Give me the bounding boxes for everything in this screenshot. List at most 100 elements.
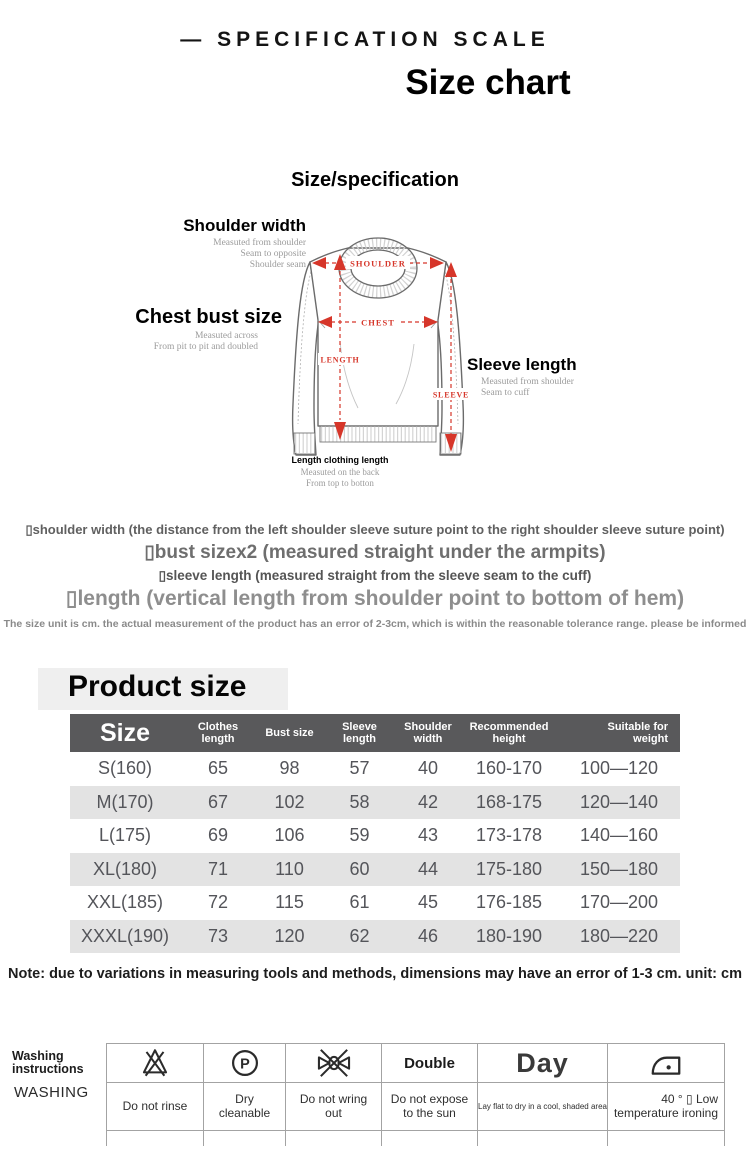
- spec-scale-heading: — SPECIFICATION SCALE: [180, 28, 550, 51]
- cell: 176-185: [475, 892, 543, 913]
- cell: 69: [207, 825, 229, 846]
- shoulder-width-label: Shoulder width Measuted from shoulder Se…: [150, 216, 306, 271]
- chest-red-label: CHEST: [361, 318, 395, 328]
- cell: 173-178: [475, 825, 543, 846]
- cell: 58: [349, 791, 370, 812]
- sweater-measurement-diagram: SHOULDER CHEST LENGTH SLEEVE: [291, 237, 473, 456]
- cell: 61: [349, 892, 370, 913]
- left-cuff: [293, 432, 316, 455]
- cell: 140—160: [579, 825, 659, 846]
- chest-arrow-right: [424, 316, 438, 328]
- cell: 42: [417, 791, 439, 812]
- hem-band: [319, 425, 437, 443]
- shoulder-width-title: Shoulder width: [183, 216, 306, 235]
- table-row: M(170) 67 102 58 42 168-175 120—140: [70, 785, 680, 819]
- sleeve-arrow-top: [445, 262, 457, 277]
- sleeve-length-subtext: Measuted from shoulder Seam to cuff: [481, 377, 574, 398]
- measurement-labels: SHOULDER CHEST LENGTH SLEEVE: [318, 256, 473, 400]
- washing-table: P Double Day Do not rinse Dry cleanable …: [106, 1043, 725, 1146]
- stub: [285, 1131, 381, 1146]
- cell: 67: [207, 791, 229, 812]
- cell: 43: [417, 825, 439, 846]
- cell: 65: [207, 758, 229, 779]
- cell: 180-190: [475, 925, 543, 946]
- washing-caption: Do not expose to the sun: [381, 1083, 477, 1130]
- left-sleeve-outline: [291, 261, 320, 456]
- dry-clean-icon: P: [203, 1044, 285, 1082]
- stub: [381, 1131, 477, 1146]
- clothing-length-title: Length clothing length: [291, 455, 389, 465]
- note-size-unit: The size unit is cm. the actual measurem…: [3, 618, 747, 630]
- chest-arrow-left: [318, 316, 332, 328]
- shoulder-red-label: SHOULDER: [350, 259, 406, 269]
- cell: 100—120: [579, 758, 659, 779]
- label-bg: [429, 388, 473, 400]
- note-sleeve-length: ▯sleeve length (measured straight from t…: [158, 568, 592, 583]
- cell: 102: [274, 791, 305, 812]
- collar-rib: [339, 238, 417, 298]
- cell: 110: [275, 858, 304, 879]
- right-sleeve-seam: [443, 267, 459, 425]
- cell: M(170): [96, 791, 154, 812]
- cell: L(175): [98, 825, 152, 846]
- cell: 60: [349, 858, 370, 879]
- note-bust-size: ▯bust sizex2 (measured straight under th…: [144, 542, 606, 563]
- length-arrow-top: [334, 254, 346, 270]
- washing-text-row: Do not rinse Dry cleanable Do not wring …: [106, 1083, 725, 1131]
- label-bg: [346, 256, 410, 269]
- size-table: Size Clothes length Bust size Sleeve len…: [70, 714, 680, 953]
- length-arrow-bottom: [334, 422, 346, 440]
- stub: [106, 1131, 203, 1146]
- col-header-shoulder-width: Shoulder width: [404, 721, 452, 745]
- cell: 40: [417, 758, 439, 779]
- cell: 45: [417, 892, 439, 913]
- left-sleeve-seam: [297, 267, 313, 425]
- washing-icons-row: P Double Day: [106, 1044, 725, 1083]
- cell: 115: [275, 892, 304, 913]
- sleeve-length-title: Sleeve length: [467, 355, 577, 374]
- body-outline: [309, 247, 447, 427]
- cell: 46: [417, 925, 439, 946]
- table-row: XL(180) 71 110 60 44 175-180 150—180: [70, 852, 680, 886]
- col-header-suitable-weight: Suitable for weight: [607, 721, 668, 745]
- washing-instructions-label: Washing instructions: [12, 1049, 84, 1076]
- cell: 98: [279, 758, 300, 779]
- cell: 71: [207, 858, 229, 879]
- washing-cell-top: Day: [477, 1044, 607, 1082]
- page-title: Size chart: [405, 63, 571, 102]
- table-row: XXXL(190) 73 120 62 46 180-190 180—220: [70, 919, 680, 953]
- cell: XXXL(190): [80, 925, 170, 946]
- cell: 106: [274, 825, 305, 846]
- do-not-wring-icon: [285, 1044, 381, 1082]
- table-row: L(175) 69 106 59 43 173-178 140—160: [70, 819, 680, 853]
- iron-icon: [607, 1044, 725, 1082]
- washing-caption: Dry cleanable: [203, 1083, 285, 1130]
- right-sleeve-outline: [436, 261, 465, 456]
- col-header-recommended-height: Recommended height: [469, 721, 549, 745]
- col-header-size: Size: [99, 719, 151, 747]
- clothing-length-label: Length clothing length Measuted on the b…: [250, 455, 430, 489]
- note-shoulder-width: ▯shoulder width (the distance from the l…: [25, 522, 725, 537]
- cell: S(160): [97, 758, 153, 779]
- shoulder-arrow-right: [430, 257, 444, 269]
- clothing-length-subtext: Measuted on the back From top to botton: [300, 467, 380, 488]
- cell: 72: [207, 892, 229, 913]
- washing-caption: Do not rinse: [106, 1083, 203, 1130]
- cell: 44: [417, 858, 439, 879]
- shoulder-width-subtext: Measuted from shoulder Seam to opposite …: [213, 238, 306, 270]
- cell: 160-170: [475, 758, 543, 779]
- length-red-label: LENGTH: [320, 356, 359, 365]
- washing-cell-top: Double: [381, 1044, 477, 1082]
- sleeve-length-label: Sleeve length Measuted from shoulder Sea…: [467, 355, 642, 399]
- chest-bust-title: Chest bust size: [135, 306, 282, 328]
- stub: [203, 1131, 285, 1146]
- cell: 175-180: [475, 858, 543, 879]
- product-size-highlight-box: [38, 668, 288, 710]
- cell: XL(180): [92, 858, 158, 879]
- table-row: S(160) 65 98 57 40 160-170 100—120: [70, 752, 680, 786]
- col-header-clothes-length: Clothes length: [197, 721, 239, 745]
- cell: XXL(185): [86, 892, 164, 913]
- washing-border-stubs: [106, 1131, 725, 1146]
- cell: 120—140: [579, 791, 659, 812]
